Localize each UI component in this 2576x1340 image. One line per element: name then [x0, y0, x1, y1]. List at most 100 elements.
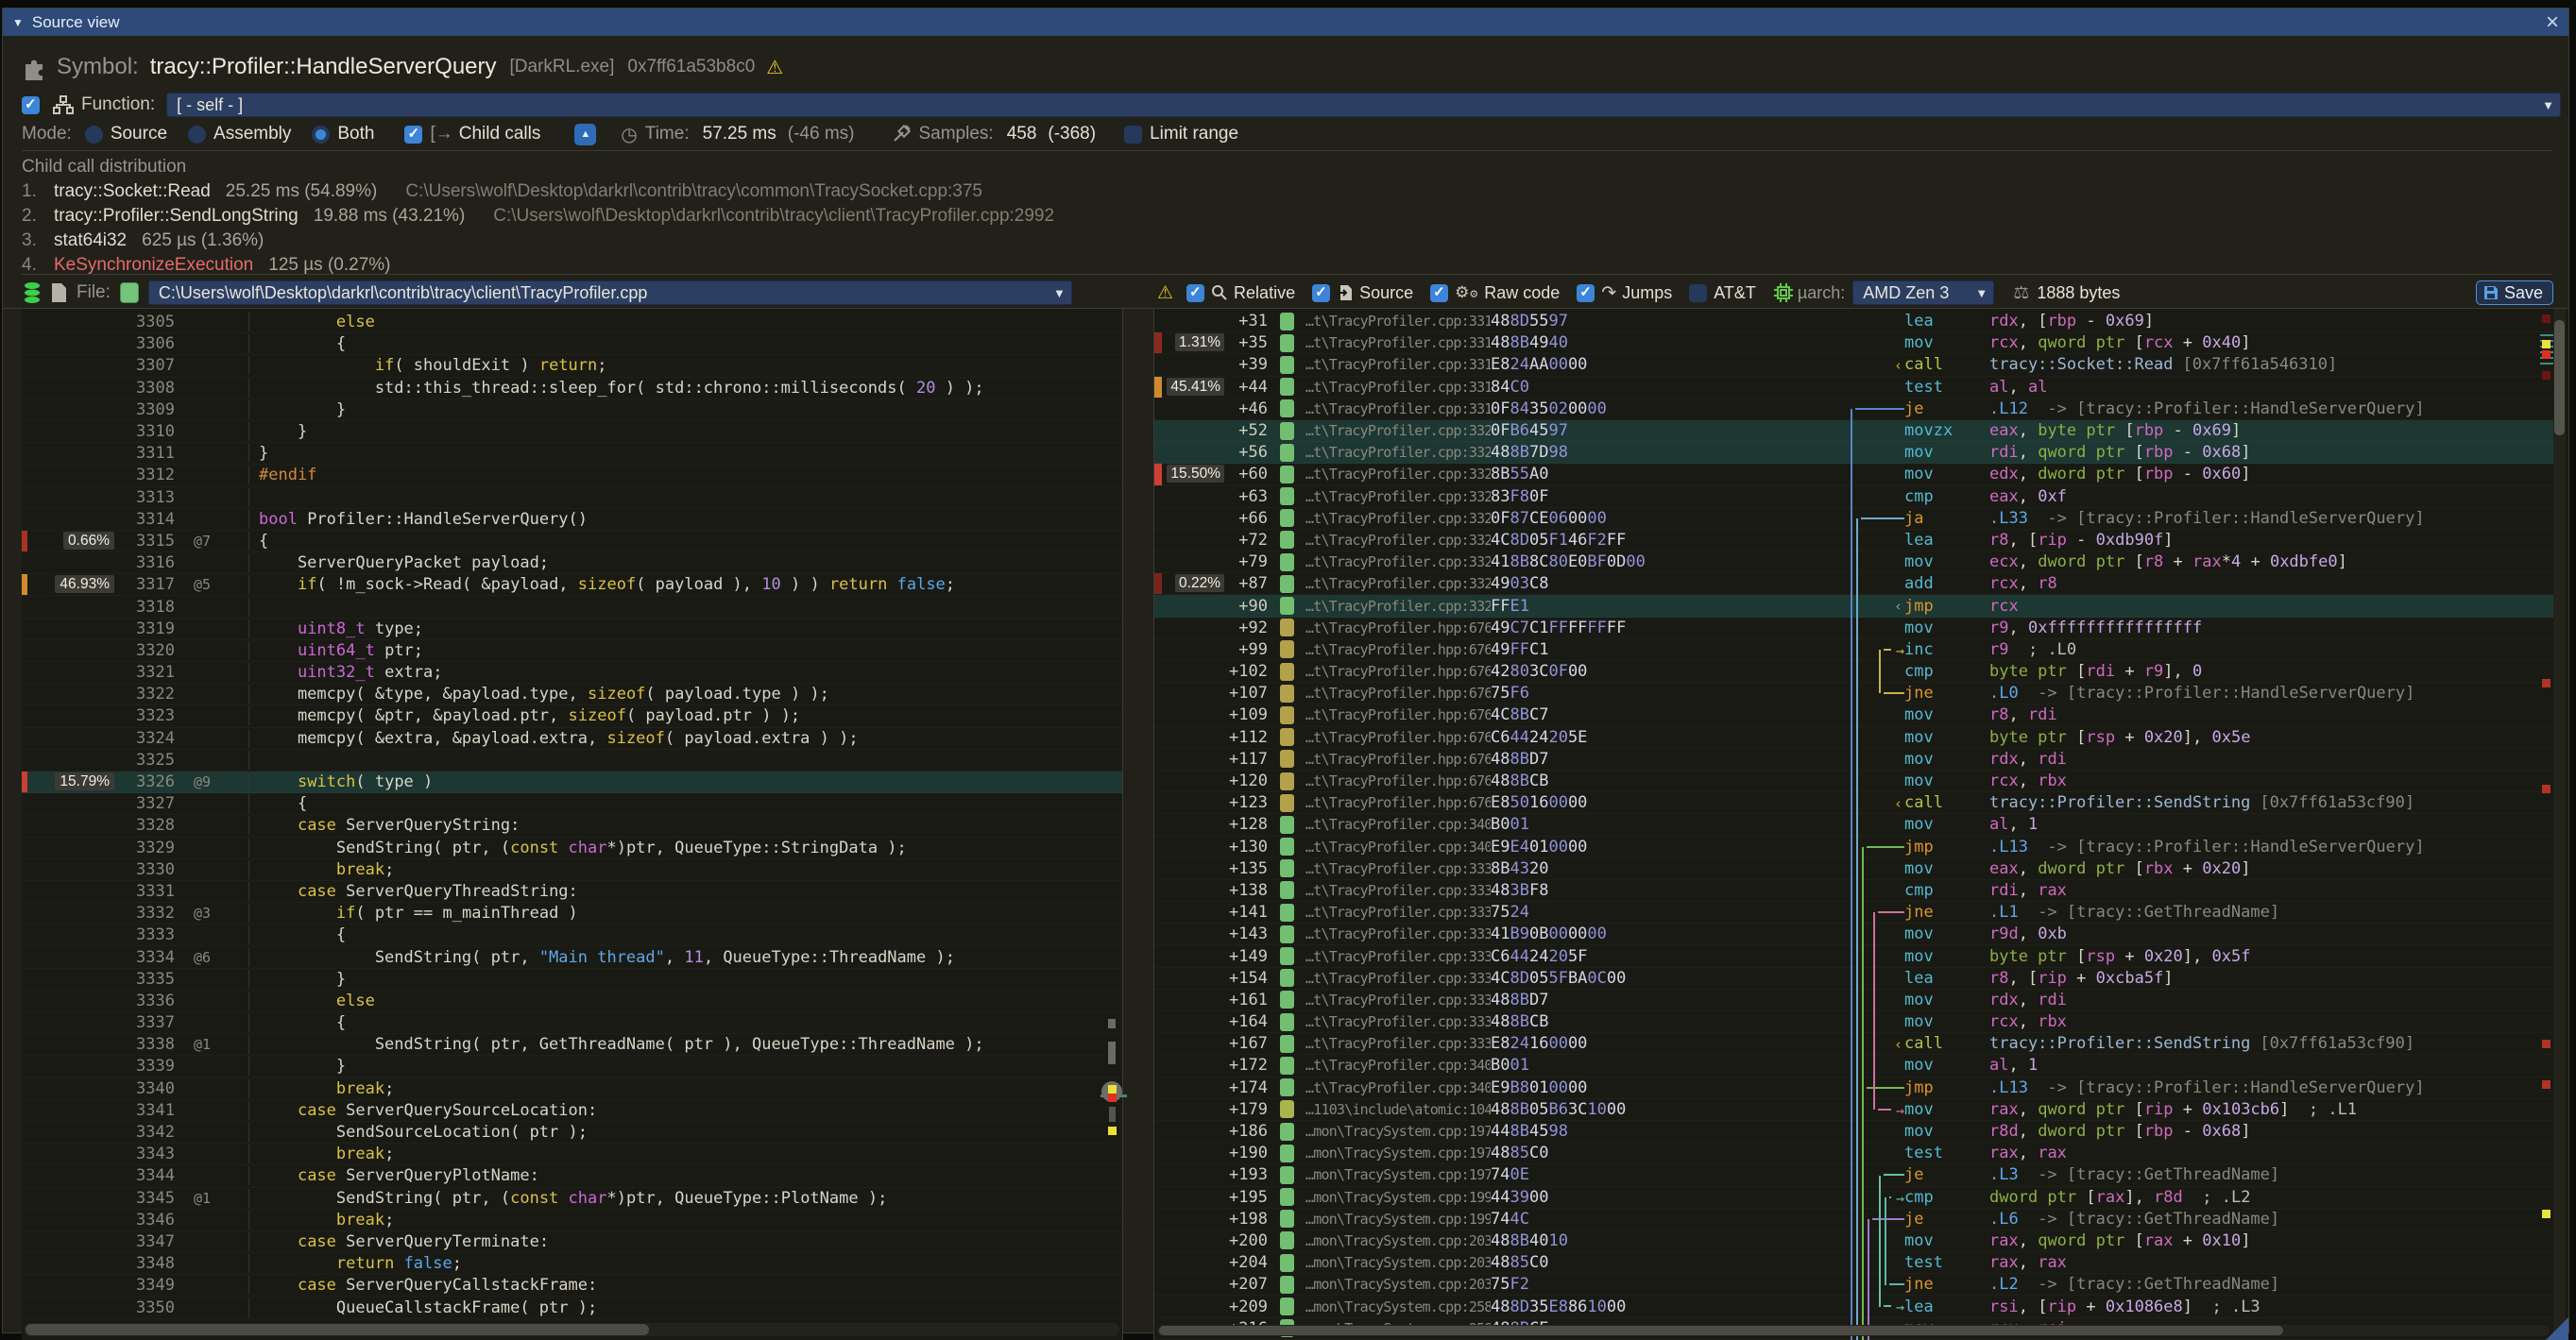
mode-radio-source[interactable]: Source: [84, 124, 167, 144]
call-target[interactable]: tracy::Profiler::SendString: [1989, 793, 2251, 813]
chevron-down-icon[interactable]: ▼: [1975, 286, 1988, 300]
source-line[interactable]: 3311}: [22, 443, 1122, 466]
source-location[interactable]: …t\TracyProfiler.cpp:3334: [1305, 1013, 1491, 1031]
source-location[interactable]: …t\TracyProfiler.cpp:3334: [1305, 969, 1491, 987]
source-line[interactable]: 3330 break;: [22, 859, 1122, 881]
source-location[interactable]: …t\TracyProfiler.cpp:3332: [1305, 881, 1491, 899]
source-line[interactable]: 3345 @1 SendString( ptr, (const char*)ptr…: [22, 1188, 1122, 1210]
assembly-row[interactable]: +161 …t\TracyProfiler.cpp:3334 488BD7 mov rd…: [1154, 990, 2553, 1011]
source-location[interactable]: …t\TracyProfiler.cpp:3326: [1305, 575, 1491, 593]
march-select[interactable]: AMD Zen 3 ▼: [1852, 280, 1995, 305]
source-line[interactable]: 3328 case ServerQueryString:: [22, 815, 1122, 838]
assembly-row[interactable]: +167 …t\TracyProfiler.cpp:3334 E824160000 ‹…: [1154, 1033, 2553, 1056]
jump-label[interactable]: .L6: [1989, 1209, 2019, 1229]
scrollbar-thumb[interactable]: [26, 1324, 649, 1335]
source-line[interactable]: 3314 bool Profiler::HandleServerQuery(): [22, 509, 1122, 531]
source-location[interactable]: …t\TracyProfiler.hpp:676: [1305, 750, 1491, 768]
source-line[interactable]: 3348 return false;: [22, 1253, 1122, 1276]
source-location[interactable]: …t\TracyProfiler.cpp:3317: [1305, 378, 1491, 396]
resize-grip[interactable]: [2546, 1317, 2568, 1340]
source-location[interactable]: …mon\TracySystem.cpp:199: [1305, 1210, 1491, 1228]
checkbox-icon[interactable]: [1689, 283, 1708, 302]
assembly-row[interactable]: +63 …t\TracyProfiler.cpp:3326 83F80F cmp eax…: [1154, 486, 2553, 508]
source-line[interactable]: 3305 else: [22, 312, 1122, 334]
assembly-row[interactable]: +107 …t\TracyProfiler.hpp:676 75F6 jne .L0 -…: [1154, 683, 2553, 705]
assembly-row[interactable]: +141 …t\TracyProfiler.cpp:3332 7524 jne .L1 …: [1154, 902, 2553, 924]
jump-label[interactable]: .L3: [1989, 1165, 2019, 1185]
source-location[interactable]: …mon\TracySystem.cpp:197: [1305, 1145, 1491, 1162]
jump-label[interactable]: .L2: [1989, 1275, 2019, 1295]
source-location[interactable]: …mon\TracySystem.cpp:203: [1305, 1254, 1491, 1272]
source-location[interactable]: …t\TracyProfiler.cpp:3326: [1305, 597, 1491, 615]
collapse-distribution-button[interactable]: ▲: [574, 123, 597, 145]
call-target[interactable]: tracy::Profiler::SendString: [1989, 1034, 2251, 1054]
assembly-row[interactable]: +52 …t\TracyProfiler.cpp:3326 0FB64597 movz…: [1154, 419, 2553, 443]
assembly-row[interactable]: +31 …t\TracyProfiler.cpp:3317 488D5597 lea r…: [1154, 311, 2553, 333]
checkbox-icon[interactable]: [1577, 283, 1595, 302]
file-select[interactable]: C:\Users\wolf\Desktop\darkrl\contrib\tra…: [147, 280, 1072, 305]
assembly-row[interactable]: +120 …t\TracyProfiler.hpp:676 488BCB mov rcx…: [1154, 771, 2553, 793]
source-line[interactable]: 3324 memcpy( &extra, &payload.extra, siz…: [22, 728, 1122, 750]
assembly-row[interactable]: +164 …t\TracyProfiler.cpp:3334 488BCB mov rc…: [1154, 1011, 2553, 1034]
source-location[interactable]: …t\TracyProfiler.cpp:3401: [1305, 1078, 1491, 1096]
radio-icon[interactable]: [188, 125, 207, 144]
chevron-down-icon[interactable]: ▼: [1053, 286, 1066, 300]
source-location[interactable]: …t\TracyProfiler.cpp:3317: [1305, 313, 1491, 331]
assembly-row[interactable]: +135 …t\TracyProfiler.cpp:3332 8B4320 mov ea…: [1154, 858, 2553, 880]
assembly-row[interactable]: +172 …t\TracyProfiler.cpp:3401 B001 mov al, …: [1154, 1055, 2553, 1077]
source-location[interactable]: …t\TracyProfiler.cpp:3326: [1305, 553, 1491, 571]
source-line[interactable]: 3346 break;: [22, 1210, 1122, 1231]
limit-range-checkbox[interactable]: Limit range: [1124, 124, 1238, 144]
checkbox-icon[interactable]: [1312, 283, 1331, 302]
assembly-row[interactable]: +130 …t\TracyProfiler.cpp:3401 E9E4010000 j…: [1154, 837, 2553, 858]
raw-code-checkbox[interactable]: ⚙⚙ Raw code: [1430, 283, 1560, 303]
source-line[interactable]: 3306 {: [22, 333, 1122, 356]
assembly-row[interactable]: +99 …t\TracyProfiler.hpp:676 49FFC1 → inc r9 …: [1154, 639, 2553, 661]
assembly-row[interactable]: +209 …mon\TracySystem.cpp:258 488D35E88610…: [1154, 1296, 2553, 1318]
source-line[interactable]: 3344 case ServerQueryPlotName:: [22, 1165, 1122, 1188]
source-location[interactable]: …t\TracyProfiler.cpp:3334: [1305, 925, 1491, 943]
source-location[interactable]: …t\TracyProfiler.hpp:676: [1305, 772, 1491, 790]
assembly-row[interactable]: +128 …t\TracyProfiler.cpp:3401 B001 mov al, …: [1154, 814, 2553, 837]
source-location[interactable]: …t\TracyProfiler.cpp:3317: [1305, 356, 1491, 374]
source-line[interactable]: 3343 break;: [22, 1144, 1122, 1166]
jump-label[interactable]: .L0: [1989, 684, 2019, 704]
distribution-item[interactable]: 2. tracy::Profiler::SendLongString 19.88 m…: [22, 206, 2553, 230]
assembly-row[interactable]: +193 …mon\TracySystem.cpp:197 740E je .L3 ->…: [1154, 1164, 2553, 1187]
source-location[interactable]: …t\TracyProfiler.hpp:676: [1305, 706, 1491, 724]
source-panel[interactable]: 3305 else 3306 {3307 if( shouldExit ) ret…: [22, 309, 1123, 1340]
source-line[interactable]: 3333 {: [22, 924, 1122, 947]
source-line[interactable]: 3329 SendString( ptr, (const char*)ptr, …: [22, 838, 1122, 859]
source-line[interactable]: 46.93% 3317 @5 if( !m_sock->Read( &payload…: [22, 574, 1122, 597]
source-line[interactable]: 3320 uint64_t ptr;: [22, 640, 1122, 662]
source-line[interactable]: 3318: [22, 596, 1122, 619]
assembly-row[interactable]: +92 …t\TracyProfiler.hpp:676 49C7C1FFFFFFF…: [1154, 618, 2553, 639]
source-line[interactable]: 3319 uint8_t type;: [22, 619, 1122, 640]
relative-checkbox[interactable]: Relative: [1186, 283, 1295, 303]
scrollbar-thumb[interactable]: [2554, 320, 2565, 435]
assembly-row[interactable]: +79 …t\TracyProfiler.cpp:3326 418B8C80E0BF…: [1154, 551, 2553, 574]
source-line[interactable]: 3335 }: [22, 969, 1122, 991]
source-line[interactable]: 3340 break;: [22, 1078, 1122, 1100]
assembly-row[interactable]: +154 …t\TracyProfiler.cpp:3334 4C8D055FBA0…: [1154, 968, 2553, 990]
source-line[interactable]: 3322 memcpy( &type, &payload.type, sizeo…: [22, 684, 1122, 706]
assembly-row[interactable]: +138 …t\TracyProfiler.cpp:3332 483BF8 cmp rd…: [1154, 880, 2553, 903]
source-location[interactable]: …t\TracyProfiler.cpp:3401: [1305, 1057, 1491, 1075]
source-line[interactable]: 3334 @6 SendString( ptr, "Main thread", 1…: [22, 946, 1122, 969]
assembly-row[interactable]: +186 …mon\TracySystem.cpp:197 448B4598 mov r…: [1154, 1121, 2553, 1144]
assembly-row[interactable]: +123 …t\TracyProfiler.hpp:676 E850160000 ‹ c…: [1154, 792, 2553, 815]
source-line[interactable]: 3349 case ServerQueryCallstackFrame:: [22, 1275, 1122, 1298]
source-line[interactable]: 3310 }: [22, 421, 1122, 444]
assembly-row[interactable]: +207 …mon\TracySystem.cpp:203 75F2 jne .L2 -…: [1154, 1274, 2553, 1297]
checkbox-icon[interactable]: [1430, 283, 1449, 302]
source-location[interactable]: …t\TracyProfiler.cpp:3332: [1305, 859, 1491, 877]
assembly-row[interactable]: +117 …t\TracyProfiler.hpp:676 488BD7 mov rdx…: [1154, 749, 2553, 771]
close-icon[interactable]: ×: [2545, 8, 2559, 35]
assembly-row[interactable]: +149 …t\TracyProfiler.cpp:3334 C64424205F m…: [1154, 945, 2553, 968]
assembly-row[interactable]: +39 …t\TracyProfiler.cpp:3317 E824AA0000 ‹ c…: [1154, 354, 2553, 377]
source-line[interactable]: 3313: [22, 487, 1122, 509]
source-line[interactable]: 3316 ServerQueryPacket payload;: [22, 552, 1122, 575]
source-location[interactable]: …1103\include\atomic:1048: [1305, 1100, 1491, 1118]
checkbox-icon[interactable]: [404, 125, 423, 144]
source-line[interactable]: 3339 }: [22, 1056, 1122, 1078]
